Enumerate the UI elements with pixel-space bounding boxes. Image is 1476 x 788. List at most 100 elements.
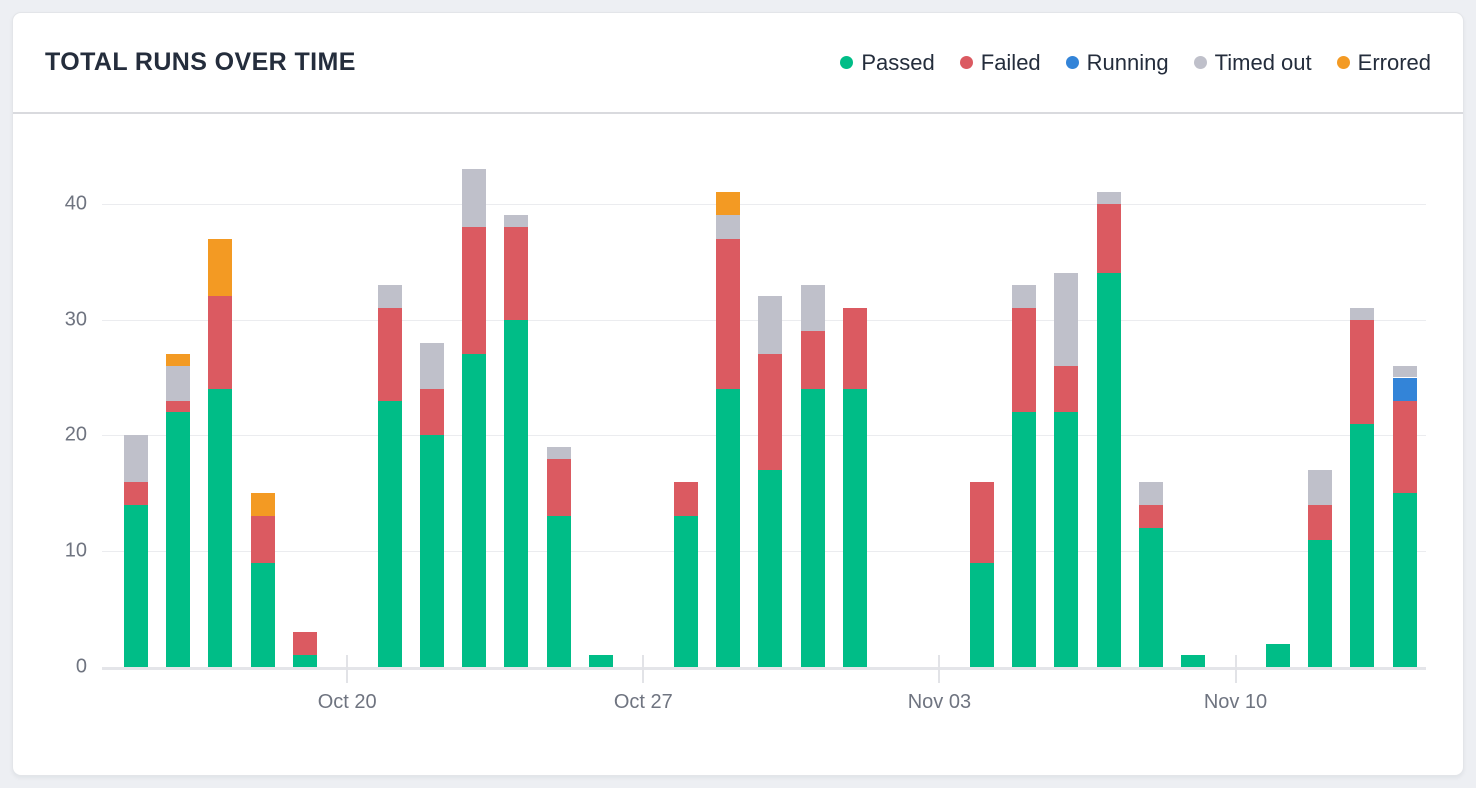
bar-segment-failed[interactable] <box>1096 203 1121 274</box>
legend-item-running[interactable]: Running <box>1065 49 1169 75</box>
legend-item-label: Passed <box>861 49 935 75</box>
bar-segment-timed-out[interactable] <box>1138 481 1163 505</box>
bar-segment-passed[interactable] <box>1308 539 1333 667</box>
bar-segment-failed[interactable] <box>842 308 867 390</box>
bar-segment-errored[interactable] <box>208 238 233 297</box>
bar-segment-passed[interactable] <box>1054 412 1079 667</box>
bar-segment-passed[interactable] <box>1012 412 1036 667</box>
y-axis-label: 30 <box>64 308 87 331</box>
legend-item-label: Timed out <box>1214 49 1312 75</box>
bar-segment-timed-out[interactable] <box>377 284 402 309</box>
bar-segment-passed[interactable] <box>800 389 825 667</box>
bar-segment-passed[interactable] <box>504 319 529 667</box>
x-axis-label: Nov 03 <box>907 691 972 713</box>
bar-segment-errored[interactable] <box>715 192 740 216</box>
bar-segment-timed-out[interactable] <box>758 296 783 355</box>
legend-item-label: Errored <box>1357 49 1431 75</box>
x-axis-tick <box>938 655 941 683</box>
bar-segment-running[interactable] <box>1392 377 1417 401</box>
bar-segment-passed[interactable] <box>673 516 698 667</box>
bar-segment-failed[interactable] <box>546 458 571 517</box>
bar-segment-timed-out[interactable] <box>1012 284 1036 309</box>
y-axis-label: 0 <box>75 655 87 678</box>
bar-segment-passed[interactable] <box>589 655 613 667</box>
bar-segment-passed[interactable] <box>250 562 275 667</box>
bar-segment-timed-out[interactable] <box>800 284 825 332</box>
bar-segment-passed[interactable] <box>462 354 487 667</box>
bar-segment-passed[interactable] <box>166 412 190 667</box>
bar-segment-failed[interactable] <box>758 354 783 471</box>
bar-segment-timed-out[interactable] <box>123 435 148 482</box>
timed-out-dot-icon <box>1193 56 1207 69</box>
bar-segment-failed[interactable] <box>1350 319 1375 424</box>
bar-segment-timed-out[interactable] <box>462 169 487 227</box>
bar-segment-passed[interactable] <box>292 655 317 667</box>
bar-segment-timed-out[interactable] <box>1054 273 1079 366</box>
legend-item-timed_out[interactable]: Timed out <box>1193 49 1312 75</box>
bar-segment-timed-out[interactable] <box>1392 365 1417 378</box>
bar-segment-failed[interactable] <box>1138 504 1163 529</box>
bar-segment-passed[interactable] <box>969 562 994 667</box>
bar-segment-errored[interactable] <box>166 354 190 366</box>
bar-segment-failed[interactable] <box>1392 400 1417 494</box>
x-axis-label: Oct 27 <box>613 691 673 713</box>
bar-segment-passed[interactable] <box>546 516 571 667</box>
bar-segment-failed[interactable] <box>166 400 190 413</box>
failed-dot-icon <box>959 56 973 69</box>
bar-segment-failed[interactable] <box>462 226 487 355</box>
legend-item-label: Running <box>1086 49 1169 75</box>
x-axis-label: Nov 10 <box>1203 691 1268 713</box>
bar-segment-failed[interactable] <box>377 308 402 401</box>
bar-segment-failed[interactable] <box>504 226 529 320</box>
errored-dot-icon <box>1336 56 1350 69</box>
bar-segment-timed-out[interactable] <box>546 446 571 459</box>
legend-item-errored[interactable]: Errored <box>1336 49 1431 75</box>
bar-segment-failed[interactable] <box>208 296 233 390</box>
bar-segment-passed[interactable] <box>1138 528 1163 667</box>
bar-segment-timed-out[interactable] <box>1308 470 1333 505</box>
bar-segment-passed[interactable] <box>208 389 233 667</box>
bar-segment-timed-out[interactable] <box>504 215 529 227</box>
bar-segment-failed[interactable] <box>123 481 148 505</box>
bar-segment-passed[interactable] <box>715 389 740 667</box>
total-runs-card: TOTAL RUNS OVER TIME Passed Failed Running… <box>12 12 1464 776</box>
bar-segment-failed[interactable] <box>1054 365 1079 413</box>
legend-item-passed[interactable]: Passed <box>840 49 935 75</box>
bar-segment-failed[interactable] <box>1012 308 1036 413</box>
x-axis-tick <box>642 655 645 683</box>
bar-segment-failed[interactable] <box>715 238 740 390</box>
legend: Passed Failed Running Timed out Errored <box>840 49 1431 75</box>
bar-segment-passed[interactable] <box>1392 493 1417 667</box>
bar-segment-timed-out[interactable] <box>1096 192 1121 204</box>
bar-segment-passed[interactable] <box>123 504 148 667</box>
bar-segment-passed[interactable] <box>758 470 783 667</box>
bar-segment-failed[interactable] <box>250 516 275 563</box>
bar-segment-failed[interactable] <box>673 481 698 517</box>
bar-segment-passed[interactable] <box>419 435 444 667</box>
bar-segment-failed[interactable] <box>969 481 994 563</box>
bar-segment-passed[interactable] <box>1265 643 1290 667</box>
bar-segment-passed[interactable] <box>1350 423 1375 667</box>
bar-segment-failed[interactable] <box>292 632 317 656</box>
x-axis-label: Oct 20 <box>317 691 377 713</box>
bar-segment-passed[interactable] <box>1096 273 1121 667</box>
bar-segment-timed-out[interactable] <box>419 342 444 390</box>
y-axis-label: 20 <box>64 423 87 446</box>
legend-item-label: Failed <box>980 49 1041 75</box>
bar-segment-failed[interactable] <box>800 331 825 390</box>
total-runs-chart: 0 10 20 30 40 Oct 20 Oct 27 Nov 03 Nov 10 <box>13 114 1463 774</box>
y-axis-label: 10 <box>64 539 87 562</box>
gridline-y-0 <box>102 667 1426 670</box>
bar-segment-passed[interactable] <box>842 389 867 667</box>
bar-segment-failed[interactable] <box>419 389 444 436</box>
bar-segment-errored[interactable] <box>250 493 275 517</box>
bar-segment-timed-out[interactable] <box>166 365 190 401</box>
bar-segment-failed[interactable] <box>1308 504 1333 540</box>
bar-segment-passed[interactable] <box>377 400 402 667</box>
bar-segment-timed-out[interactable] <box>715 215 740 239</box>
y-axis-label: 40 <box>64 192 87 215</box>
legend-item-failed[interactable]: Failed <box>959 49 1041 75</box>
page-title: TOTAL RUNS OVER TIME <box>45 48 356 76</box>
bar-segment-timed-out[interactable] <box>1350 308 1375 320</box>
bar-segment-passed[interactable] <box>1181 655 1206 667</box>
